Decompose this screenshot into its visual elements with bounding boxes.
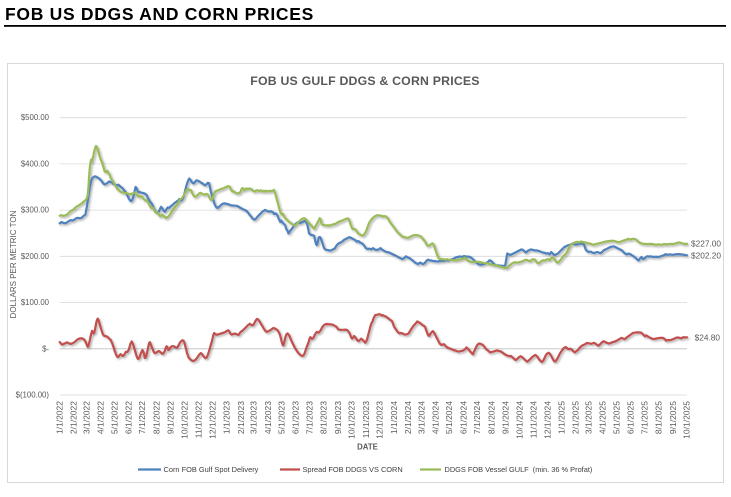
svg-text:6/1/2025: 6/1/2025	[626, 401, 636, 434]
svg-text:DOLLARS PER METRIC TON: DOLLARS PER METRIC TON	[9, 210, 18, 318]
svg-text:4/1/2023: 4/1/2023	[263, 401, 273, 434]
svg-text:11/1/2022: 11/1/2022	[194, 401, 204, 438]
svg-text:11/1/2023: 11/1/2023	[361, 401, 371, 438]
svg-text:5/1/2022: 5/1/2022	[109, 401, 119, 434]
svg-text:1/1/2025: 1/1/2025	[557, 401, 567, 434]
svg-text:3/1/2024: 3/1/2024	[416, 401, 426, 434]
svg-text:FOB US GULF DDGS & CORN PRICES: FOB US GULF DDGS & CORN PRICES	[250, 74, 479, 88]
svg-text:9/1/2023: 9/1/2023	[333, 401, 343, 434]
svg-text:1/1/2024: 1/1/2024	[389, 401, 399, 434]
svg-text:4/1/2025: 4/1/2025	[598, 401, 608, 434]
svg-text:2/1/2023: 2/1/2023	[236, 401, 246, 434]
svg-text:$24.80: $24.80	[695, 332, 721, 342]
svg-text:7/1/2022: 7/1/2022	[137, 401, 147, 434]
svg-text:$400.00: $400.00	[21, 160, 50, 169]
svg-text:$500.00: $500.00	[21, 113, 50, 122]
svg-text:8/1/2022: 8/1/2022	[151, 401, 161, 434]
svg-text:FOB US DDGS AND CORN PRICES: FOB US DDGS AND CORN PRICES	[5, 4, 314, 24]
svg-text:2/1/2025: 2/1/2025	[571, 401, 581, 434]
svg-text:4/1/2022: 4/1/2022	[96, 401, 106, 434]
svg-text:10/1/2023: 10/1/2023	[347, 401, 357, 439]
svg-text:$300.00: $300.00	[21, 206, 50, 215]
svg-text:8/1/2023: 8/1/2023	[319, 401, 329, 434]
svg-text:$(100.00): $(100.00)	[16, 391, 50, 400]
svg-text:7/1/2023: 7/1/2023	[305, 401, 315, 434]
svg-text:3/1/2022: 3/1/2022	[81, 401, 91, 434]
svg-text:1/1/2023: 1/1/2023	[222, 401, 232, 434]
svg-text:10/1/2025: 10/1/2025	[682, 401, 692, 439]
svg-text:DATE: DATE	[357, 443, 378, 452]
svg-text:7/1/2024: 7/1/2024	[472, 401, 482, 434]
svg-text:6/1/2023: 6/1/2023	[291, 401, 301, 434]
svg-text:8/1/2025: 8/1/2025	[654, 401, 664, 434]
svg-text:9/1/2022: 9/1/2022	[166, 401, 176, 434]
svg-text:2/1/2022: 2/1/2022	[69, 401, 79, 434]
svg-text:6/1/2024: 6/1/2024	[458, 401, 468, 434]
svg-text:2/1/2024: 2/1/2024	[403, 401, 413, 434]
svg-text:12/1/2022: 12/1/2022	[207, 401, 217, 439]
svg-text:4/1/2024: 4/1/2024	[431, 401, 441, 434]
svg-text:Spread FOB DDGS VS CORN: Spread FOB DDGS VS CORN	[303, 465, 403, 474]
svg-text:8/1/2024: 8/1/2024	[486, 401, 496, 434]
svg-text:9/1/2025: 9/1/2025	[668, 401, 678, 434]
svg-text:5/1/2023: 5/1/2023	[277, 401, 287, 434]
svg-text:$100.00: $100.00	[21, 298, 50, 307]
svg-text:5/1/2025: 5/1/2025	[612, 401, 622, 434]
svg-text:3/1/2025: 3/1/2025	[584, 401, 594, 434]
svg-text:5/1/2024: 5/1/2024	[444, 401, 454, 434]
svg-text:$-: $-	[42, 344, 49, 353]
svg-text:12/1/2023: 12/1/2023	[375, 401, 385, 439]
svg-text:12/1/2024: 12/1/2024	[542, 401, 552, 439]
svg-text:1/1/2022: 1/1/2022	[54, 401, 64, 434]
svg-text:7/1/2025: 7/1/2025	[639, 401, 649, 434]
svg-text:10/1/2024: 10/1/2024	[514, 401, 524, 439]
svg-text:9/1/2024: 9/1/2024	[501, 401, 511, 434]
svg-text:Corn FOB Gulf Spot Delivery: Corn FOB Gulf Spot Delivery	[164, 465, 259, 474]
svg-text:$200.00: $200.00	[21, 252, 50, 261]
svg-text:3/1/2023: 3/1/2023	[249, 401, 259, 434]
svg-text:6/1/2022: 6/1/2022	[124, 401, 134, 434]
svg-text:10/1/2022: 10/1/2022	[179, 401, 189, 439]
svg-text:DDGS FOB Vessel GULF (min. 36: DDGS FOB Vessel GULF (min. 36 % Profat)	[445, 465, 593, 474]
svg-text:11/1/2024: 11/1/2024	[529, 401, 539, 438]
svg-text:$202.20: $202.20	[691, 251, 721, 261]
svg-text:$227.00: $227.00	[691, 239, 721, 249]
